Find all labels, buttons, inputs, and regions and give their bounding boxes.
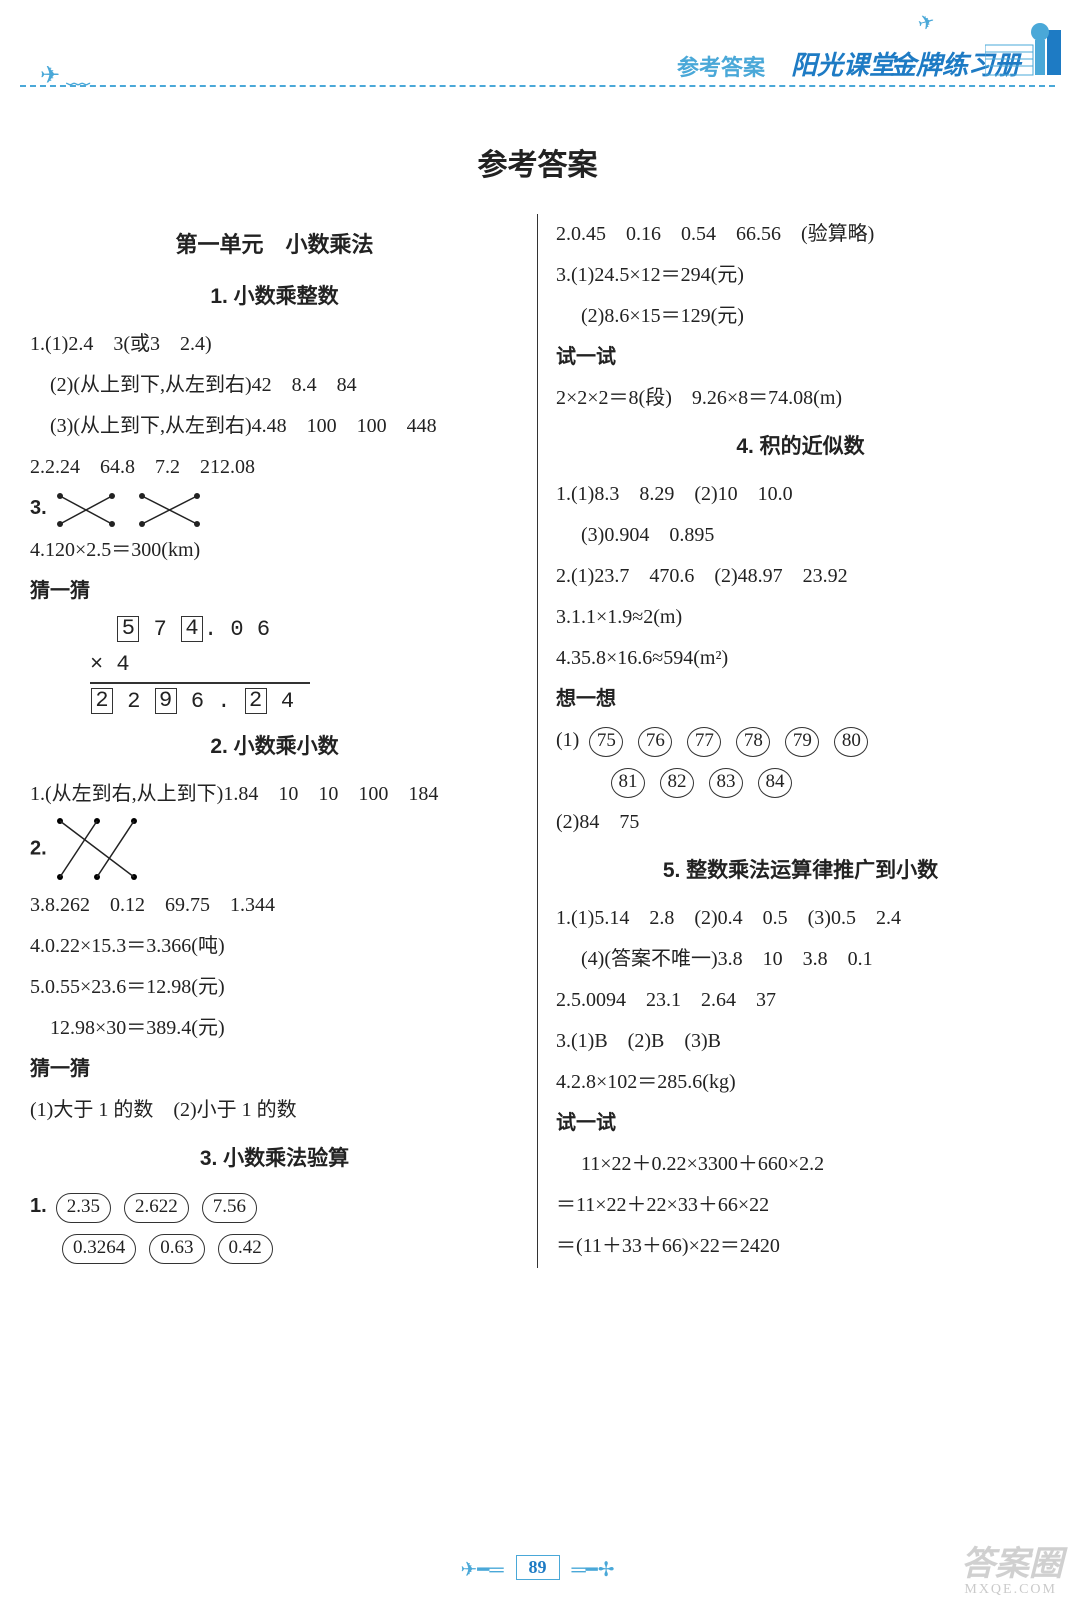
paperplane-icon: ✈ (915, 8, 938, 36)
left-column: 第一单元 小数乘法 1. 小数乘整数 1.(1)2.4 3(或3 2.4) (2… (30, 214, 538, 1268)
digit: 2 (127, 689, 140, 714)
answer-line: 3.(1)24.5×12＝294(元) (556, 255, 1045, 296)
section-3-title: 3. 小数乘法验算 (30, 1137, 519, 1180)
guess-heading: 猜一猜 (30, 1049, 519, 1090)
city-icon (985, 20, 1065, 80)
circled-num: 75 (589, 727, 623, 757)
content-columns: 第一单元 小数乘法 1. 小数乘整数 1.(1)2.4 3(或3 2.4) (2… (0, 214, 1075, 1268)
page-header: ✈ ﹏ ✈ 参考答案 阳光课堂 金牌练习册 (0, 0, 1075, 120)
answer-line: 1.(1)5.14 2.8 (2)0.4 0.5 (3)0.5 2.4 (556, 898, 1045, 939)
circled-num: 84 (758, 768, 792, 798)
page-footer: ✈━═ 89 ═━✢ (0, 1555, 1075, 1582)
guess-heading: 猜一猜 (30, 571, 519, 612)
header-section-label: 参考答案 (677, 50, 765, 82)
circled-num: 78 (736, 727, 770, 757)
circled-num: 83 (709, 768, 743, 798)
cross-match-icon (52, 490, 212, 530)
answer-line: (2)84 75 (556, 802, 1045, 843)
answer-line: ＝(11＋33＋66)×22＝2420 (556, 1226, 1045, 1267)
answer-line: 3.1.1×1.9≈2(m) (556, 597, 1045, 638)
digit: 4 (281, 689, 294, 714)
watermark-text: 答案圈 (961, 1536, 1063, 1585)
section-2-title: 2. 小数乘小数 (30, 725, 519, 768)
digit: 6 (191, 689, 204, 714)
section-5-title: 5. 整数乘法运算律推广到小数 (556, 849, 1045, 892)
try-heading: 试一试 (556, 1103, 1045, 1144)
answer-line: (2)8.6×15＝129(元) (556, 296, 1045, 337)
box-digit: 2 (245, 688, 267, 714)
answer-line: (1)大于 1 的数 (2)小于 1 的数 (30, 1090, 519, 1131)
think-1-label: (1) (556, 729, 579, 751)
oval-value: 0.42 (218, 1234, 273, 1264)
mult-row2: × 4 (90, 647, 310, 684)
q1-label: 1. (30, 1195, 47, 1217)
answer-line: 5.0.55×23.6＝12.98(元) (30, 967, 519, 1008)
section-4-title: 4. 积的近似数 (556, 425, 1045, 468)
answer-line: 1.(1)8.3 8.29 (2)10 10.0 (556, 474, 1045, 515)
answer-line: 4.120×2.5＝300(km) (30, 530, 519, 571)
answer-line: 2×2×2＝8(段) 9.26×8＝74.08(m) (556, 378, 1045, 419)
answer-line: 1.(1)2.4 3(或3 2.4) (30, 324, 519, 365)
q2-label: 2. (30, 838, 47, 860)
answer-line: 3.(1)B (2)B (3)B (556, 1021, 1045, 1062)
unit-title: 第一单元 小数乘法 (30, 222, 519, 267)
cross-match-3-icon (52, 815, 142, 885)
answer-line: 4.0.22×15.3＝3.366(吨) (30, 926, 519, 967)
section-1-title: 1. 小数乘整数 (30, 275, 519, 318)
circle-row-1: (1) 75 76 77 78 79 80 (556, 720, 1045, 761)
circled-num: 80 (834, 727, 868, 757)
oval-row-2: 0.3264 0.63 0.42 (30, 1227, 519, 1268)
answer-line: 2.5.0094 23.1 2.64 37 (556, 980, 1045, 1021)
answer-line: (3)0.904 0.895 (556, 515, 1045, 556)
box-digit: 2 (91, 688, 113, 714)
answer-line: (2)(从上到下,从左到右)42 8.4 84 (30, 365, 519, 406)
mult-row3: 2 2 9 6 . 2 4 (90, 684, 519, 719)
answer-line: (4)(答案不唯一)3.8 10 3.8 0.1 (556, 939, 1045, 980)
answer-line: 4.35.8×16.6≈594(m²) (556, 638, 1045, 679)
try-heading: 试一试 (556, 337, 1045, 378)
answer-q3: 3. (30, 488, 519, 529)
q3-label: 3. (30, 497, 47, 519)
oval-value: 2.622 (124, 1193, 189, 1223)
oval-row-1: 1. 2.35 2.622 7.56 (30, 1186, 519, 1227)
header-divider (20, 85, 1055, 87)
answer-line: 1.(从左到右,从上到下)1.84 10 10 100 184 (30, 774, 519, 815)
footer-deco-right-icon: ═━✢ (572, 1557, 615, 1582)
digits: . 0 6 (204, 617, 270, 642)
oval-value: 0.3264 (62, 1234, 136, 1264)
circled-num: 79 (785, 727, 819, 757)
answer-line: ＝11×22＋22×33＋66×22 (556, 1185, 1045, 1226)
circled-num: 77 (687, 727, 721, 757)
watermark-url: MXQE.COM (964, 1582, 1057, 1598)
oval-value: 0.63 (149, 1234, 204, 1264)
box-digit: 4 (181, 616, 203, 642)
multiplication-block: 5 7 4. 0 6 × 4 2 2 9 6 . 2 4 (90, 612, 519, 720)
answer-line: 2.0.45 0.16 0.54 66.56 (验算略) (556, 214, 1045, 255)
circled-num: 76 (638, 727, 672, 757)
oval-value: 7.56 (202, 1193, 257, 1223)
answer-line: 12.98×30＝389.4(元) (30, 1008, 519, 1049)
circled-num: 81 (611, 768, 645, 798)
right-column: 2.0.45 0.16 0.54 66.56 (验算略) 3.(1)24.5×1… (538, 214, 1045, 1268)
oval-value: 2.35 (56, 1193, 111, 1223)
answer-s2-q2: 2. (30, 815, 519, 885)
digit: 7 (154, 617, 167, 642)
think-heading: 想一想 (556, 679, 1045, 720)
answer-line: 4.2.8×102＝285.6(kg) (556, 1062, 1045, 1103)
mult-op: × 4 (90, 652, 130, 677)
circle-row-2: 81 82 83 84 (556, 761, 1045, 802)
answer-line: 11×22＋0.22×3300＋660×2.2 (556, 1144, 1045, 1185)
answer-line: (3)(从上到下,从左到右)4.48 100 100 448 (30, 406, 519, 447)
mult-row1: 5 7 4. 0 6 (90, 612, 519, 647)
answer-line: 2.(1)23.7 470.6 (2)48.97 23.92 (556, 556, 1045, 597)
answer-line: 2.2.24 64.8 7.2 212.08 (30, 447, 519, 488)
box-digit: 5 (117, 616, 139, 642)
page-number: 89 (516, 1555, 560, 1580)
main-title: 参考答案 (0, 140, 1075, 184)
header-brand-1: 阳光课堂 (791, 45, 895, 82)
footer-deco-left-icon: ✈━═ (461, 1557, 504, 1582)
answer-line: 3.8.262 0.12 69.75 1.344 (30, 885, 519, 926)
box-digit: 9 (155, 688, 177, 714)
circled-num: 82 (660, 768, 694, 798)
